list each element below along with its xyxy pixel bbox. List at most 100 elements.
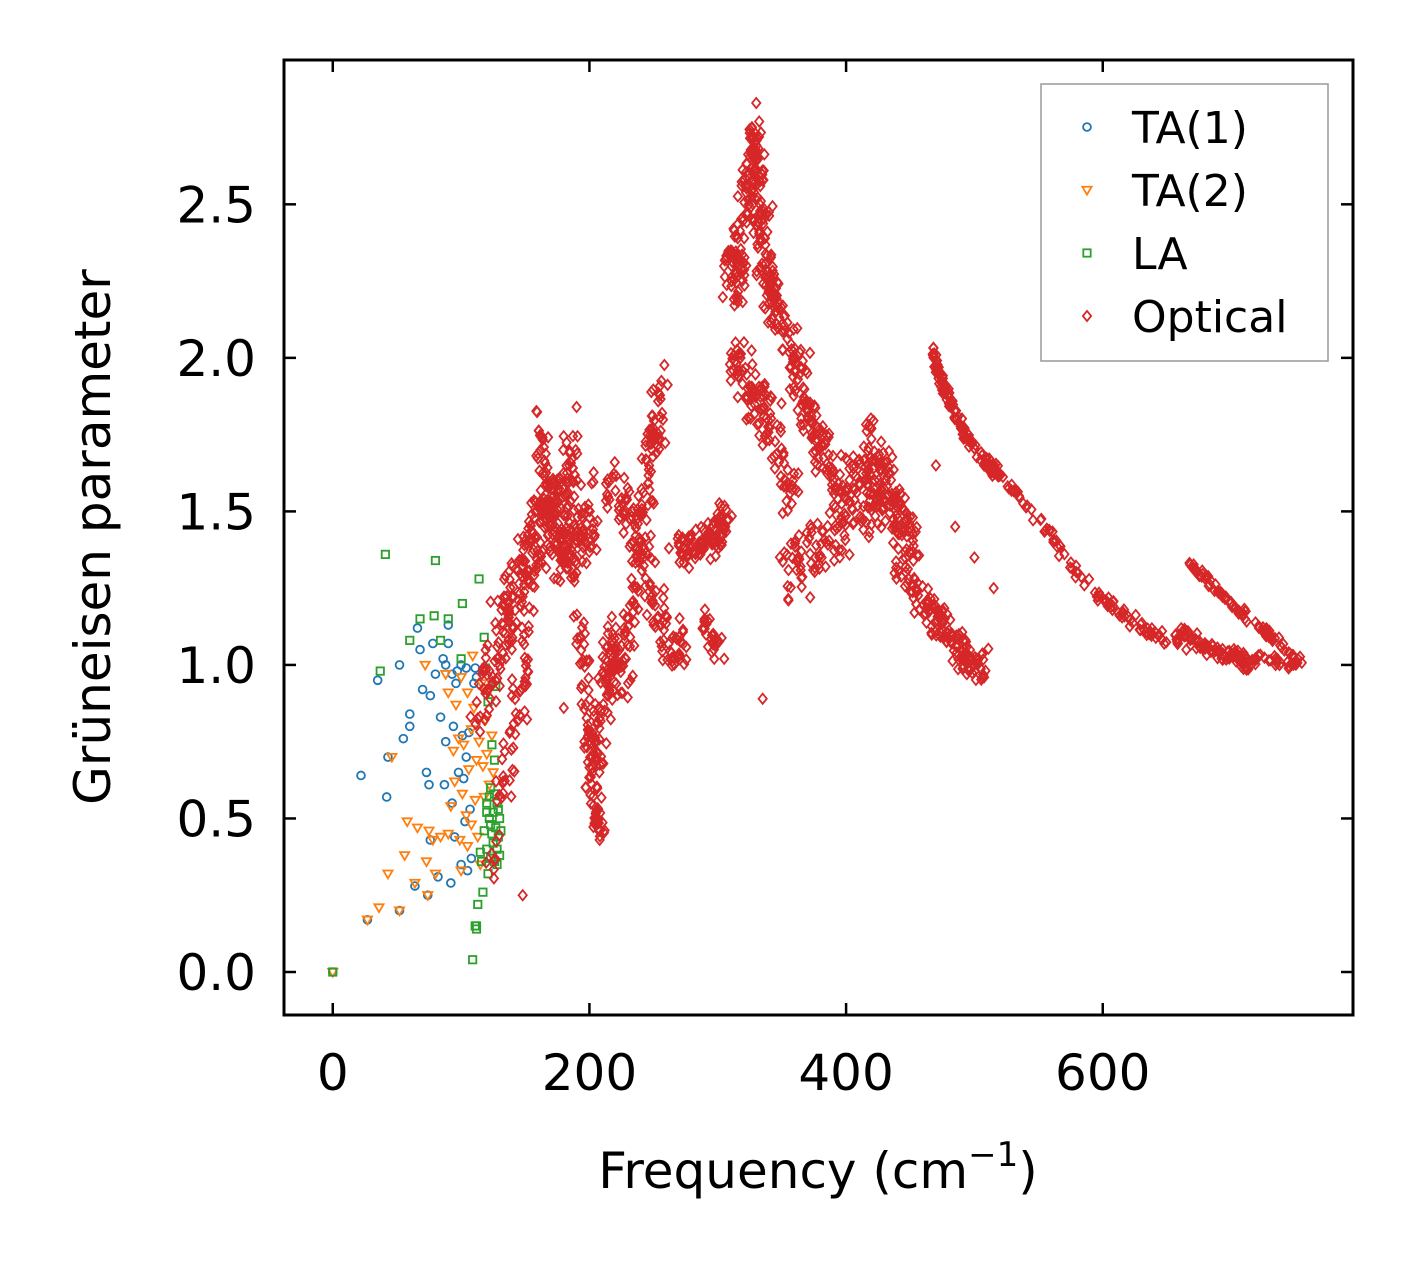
data-point xyxy=(509,727,521,741)
data-point xyxy=(751,138,762,152)
data-point xyxy=(568,609,580,623)
data-point xyxy=(796,580,807,594)
data-point xyxy=(647,409,658,423)
data-point xyxy=(415,644,425,655)
data-point xyxy=(726,270,738,284)
data-point xyxy=(599,823,610,837)
data-point xyxy=(831,521,843,535)
data-point xyxy=(788,467,800,481)
data-point xyxy=(788,364,800,378)
data-point xyxy=(816,524,828,538)
data-point xyxy=(746,127,758,141)
data-point xyxy=(826,469,838,483)
data-point xyxy=(621,493,633,507)
data-point xyxy=(892,511,904,525)
data-point xyxy=(517,554,529,568)
data-point xyxy=(644,483,655,497)
data-point xyxy=(498,572,510,586)
data-point xyxy=(1276,640,1287,654)
data-point xyxy=(572,632,583,645)
data-point xyxy=(723,244,734,258)
data-point xyxy=(895,487,907,501)
data-point xyxy=(558,429,569,443)
data-point xyxy=(488,871,500,885)
data-point xyxy=(863,418,875,432)
data-point xyxy=(980,451,991,465)
data-point xyxy=(1275,656,1287,670)
data-point xyxy=(969,550,980,564)
data-point xyxy=(582,723,594,737)
data-point xyxy=(767,260,778,274)
data-point xyxy=(1186,560,1198,574)
data-point xyxy=(752,237,763,251)
data-point xyxy=(758,212,770,226)
data-point xyxy=(1259,627,1271,641)
data-point xyxy=(489,755,500,765)
data-point xyxy=(506,556,517,570)
data-point xyxy=(531,558,542,572)
data-point xyxy=(1183,628,1194,641)
data-point xyxy=(897,502,909,516)
data-point xyxy=(758,164,769,178)
data-point xyxy=(917,598,929,612)
data-point xyxy=(893,527,905,541)
data-point xyxy=(664,644,676,658)
data-point xyxy=(658,582,670,596)
data-point xyxy=(593,701,605,715)
data-point xyxy=(912,589,924,602)
data-point xyxy=(782,463,794,477)
data-point xyxy=(761,411,772,425)
data-point xyxy=(1153,629,1164,643)
data-point xyxy=(947,398,959,412)
data-point xyxy=(1053,549,1065,563)
data-point xyxy=(935,626,947,640)
legend-marker-2 xyxy=(1080,185,1094,197)
data-point xyxy=(486,847,497,861)
data-point xyxy=(372,903,386,914)
data-point xyxy=(546,547,558,561)
data-point xyxy=(783,563,794,577)
data-point xyxy=(758,300,769,313)
data-point xyxy=(429,611,439,621)
data-point xyxy=(430,669,441,679)
data-point xyxy=(910,525,921,539)
data-point xyxy=(779,324,791,338)
data-point xyxy=(602,654,613,668)
data-point xyxy=(751,152,762,166)
data-point xyxy=(738,335,750,349)
data-point xyxy=(515,567,526,581)
data-point xyxy=(945,627,956,641)
data-point xyxy=(737,211,748,225)
data-point xyxy=(610,643,622,657)
data-point xyxy=(778,456,790,470)
data-point xyxy=(702,530,714,544)
data-point xyxy=(570,554,582,568)
data-point xyxy=(576,555,588,568)
data-point xyxy=(656,406,668,420)
data-point xyxy=(496,653,507,667)
data-point xyxy=(811,409,822,422)
data-point xyxy=(535,555,547,569)
data-point xyxy=(966,652,978,666)
data-point xyxy=(647,450,659,464)
data-point xyxy=(1239,602,1250,616)
data-point xyxy=(1234,652,1246,666)
data-point xyxy=(640,579,651,593)
data-point xyxy=(1272,652,1283,666)
data-point xyxy=(818,524,829,538)
data-point xyxy=(507,682,519,696)
data-point xyxy=(778,319,790,333)
data-point xyxy=(1079,578,1090,592)
data-point xyxy=(509,692,521,706)
data-point xyxy=(761,288,773,302)
data-point xyxy=(741,208,753,222)
data-point xyxy=(777,343,789,357)
data-point xyxy=(429,869,442,881)
data-point xyxy=(555,562,566,576)
data-point xyxy=(643,463,655,477)
data-point xyxy=(740,178,752,192)
data-point xyxy=(1241,614,1252,628)
data-point xyxy=(498,590,510,604)
data-point xyxy=(832,492,844,506)
data-point xyxy=(912,576,923,590)
